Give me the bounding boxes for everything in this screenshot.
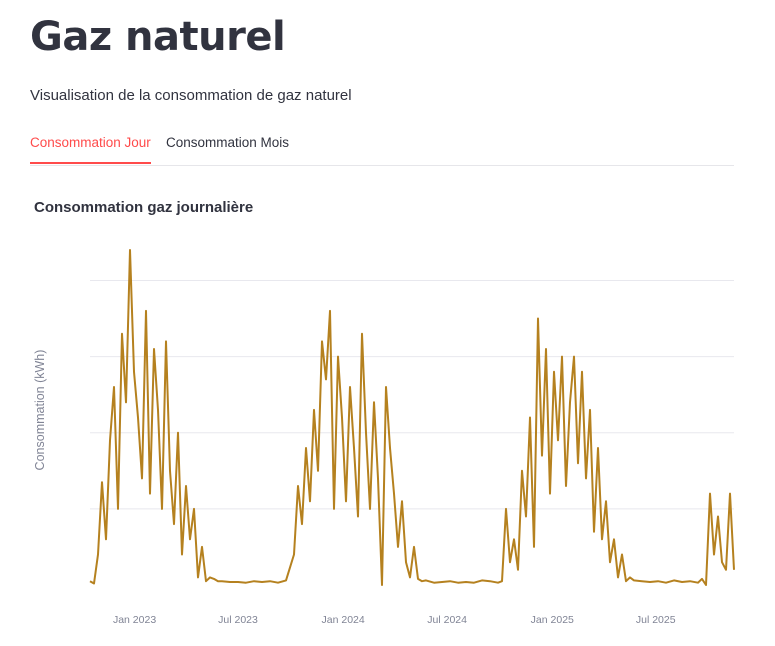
x-tick-label: Jan 2023 [113,614,156,626]
tab-consommation-jour[interactable]: Consommation Jour [30,135,151,164]
line-chart: Consommation (kWh) Jan 2023 Jul 2023 Jan 2… [33,249,735,626]
x-tick-label: Jan 2025 [531,614,574,626]
x-axis-ticks: Jan 2023 Jul 2023 Jan 2024 Jul 2024 Jan 2025… [113,614,676,626]
x-tick-label: Jul 2025 [636,614,676,626]
x-tick-label: Jul 2023 [218,614,258,626]
page-subtitle: Visualisation de la consommation de gaz … [30,87,352,104]
tab-bar: Consommation Jour Consommation Mois [30,128,734,166]
series-line-consommation [89,249,735,586]
chart-title: Consommation gaz journalière [34,199,254,216]
y-axis-label: Consommation (kWh) [33,350,47,471]
x-tick-label: Jan 2024 [322,614,365,626]
x-tick-label: Jul 2024 [427,614,467,626]
tab-consommation-mois[interactable]: Consommation Mois [166,135,290,150]
page-title: Gaz naturel [30,14,286,60]
chart-gridlines [90,279,734,510]
